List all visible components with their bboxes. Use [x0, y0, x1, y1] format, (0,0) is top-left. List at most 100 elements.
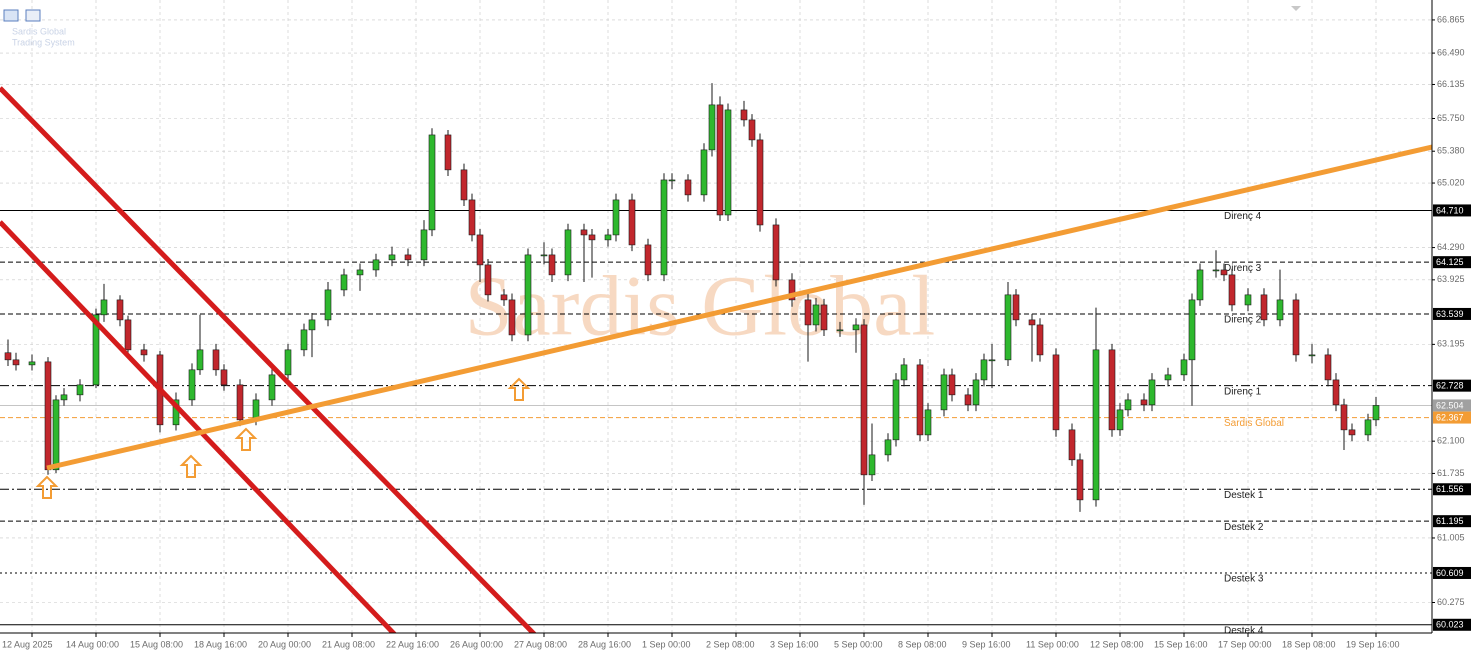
x-tick-label: 21 Aug 08:00	[322, 639, 375, 649]
candle-body	[4, 352, 12, 361]
y-tick-label: 61.735	[1437, 468, 1465, 478]
candle-body	[1068, 429, 1076, 461]
candle-body	[52, 399, 60, 471]
candle-body	[1372, 405, 1380, 421]
candle-body	[356, 269, 364, 276]
candle-body	[1116, 409, 1124, 431]
candle-body	[660, 179, 668, 276]
candle-body	[404, 254, 412, 261]
candle-body	[604, 234, 612, 241]
candle-body	[852, 324, 860, 331]
x-tick-label: 27 Aug 08:00	[514, 639, 567, 649]
candle-body	[1140, 399, 1148, 406]
grid	[0, 0, 1432, 633]
candle-body	[580, 229, 588, 236]
x-tick-label: 19 Sep 16:00	[1346, 639, 1400, 649]
candle-body	[44, 361, 52, 471]
candle-body	[836, 329, 844, 332]
candle-body	[1308, 354, 1316, 357]
price-box	[1433, 566, 1471, 579]
candle-body	[1188, 299, 1196, 361]
candle-body	[940, 374, 948, 411]
candle-body	[324, 289, 332, 321]
candle-body	[212, 349, 220, 371]
candle-body	[540, 254, 548, 257]
up-arrow	[35, 475, 59, 499]
level-label: Direnç 3	[1224, 263, 1262, 274]
price-box-label: 63.539	[1436, 309, 1464, 319]
candle-body	[868, 454, 876, 476]
x-tick-label: 28 Aug 16:00	[578, 639, 631, 649]
candle-body	[1228, 274, 1236, 306]
candle-body	[372, 259, 380, 271]
candle-body	[684, 179, 692, 196]
x-tick-label: 18 Sep 08:00	[1282, 639, 1336, 649]
candle-body	[756, 139, 764, 226]
x-tick-label: 5 Sep 00:00	[834, 639, 883, 649]
level-label: Destek 3	[1224, 574, 1264, 585]
price-box	[1433, 618, 1471, 631]
candle-body	[884, 439, 892, 456]
candle-body	[236, 384, 244, 421]
y-tick-label: 63.195	[1437, 339, 1465, 349]
last-price-label: 62.504	[1436, 400, 1464, 410]
candle-body	[508, 299, 516, 336]
candle-body	[1036, 324, 1044, 356]
candle-body	[388, 254, 396, 261]
candle-body	[740, 109, 748, 121]
candle-body	[1028, 319, 1036, 326]
price-box	[1433, 307, 1471, 320]
candle-body	[804, 299, 812, 326]
price-box	[1433, 399, 1471, 412]
candle-body	[1212, 269, 1220, 272]
x-tick-label: 1 Sep 00:00	[642, 639, 691, 649]
candle-body	[1260, 294, 1268, 321]
scroll-marker	[1291, 6, 1301, 11]
candle-body	[420, 229, 428, 261]
candle-body	[628, 199, 636, 246]
arrow-markers	[35, 377, 531, 499]
price-box-label: 61.195	[1436, 516, 1464, 526]
candle-body	[60, 394, 68, 401]
candle-body	[76, 384, 84, 396]
candle-body	[484, 264, 492, 296]
watermark: Sardis Global	[465, 258, 936, 354]
candles	[4, 83, 1380, 512]
candle-body	[140, 349, 148, 356]
x-tick-label: 15 Aug 08:00	[130, 639, 183, 649]
toolbar-icon[interactable]	[3, 9, 19, 22]
candle-body	[788, 279, 796, 301]
y-tick-label: 61.005	[1437, 532, 1465, 542]
price-box	[1433, 204, 1471, 217]
up-arrow	[234, 427, 258, 451]
candle-body	[12, 359, 20, 366]
candle-body	[1108, 349, 1116, 431]
x-tick-label: 20 Aug 00:00	[258, 639, 311, 649]
candle-body	[1220, 269, 1228, 276]
level-label: Destek 4	[1224, 625, 1264, 636]
candle-body	[900, 364, 908, 381]
x-tick-label: 11 Sep 00:00	[1026, 639, 1079, 649]
up-arrow	[507, 377, 531, 401]
candle-body	[812, 304, 820, 326]
x-tick-label: 8 Sep 08:00	[898, 639, 947, 649]
price-box-label: 62.367	[1436, 412, 1464, 422]
candle-body	[308, 319, 316, 331]
price-box	[1433, 379, 1471, 392]
candle-body	[1292, 299, 1300, 356]
candle-body	[716, 104, 724, 216]
candle-body	[340, 274, 348, 291]
toolbar-icon[interactable]	[25, 9, 41, 22]
y-tick-label: 65.380	[1437, 146, 1465, 156]
candle-body	[428, 134, 436, 231]
y-tick-label: 65.750	[1437, 113, 1465, 123]
candle-body	[444, 134, 452, 171]
x-tick-label: 2 Sep 08:00	[706, 639, 755, 649]
price-box	[1433, 411, 1471, 424]
candle-body	[860, 324, 868, 476]
candle-body	[820, 304, 828, 331]
candle-body	[612, 199, 620, 236]
y-tick-label: 62.100	[1437, 436, 1465, 446]
candle-body	[116, 299, 124, 321]
